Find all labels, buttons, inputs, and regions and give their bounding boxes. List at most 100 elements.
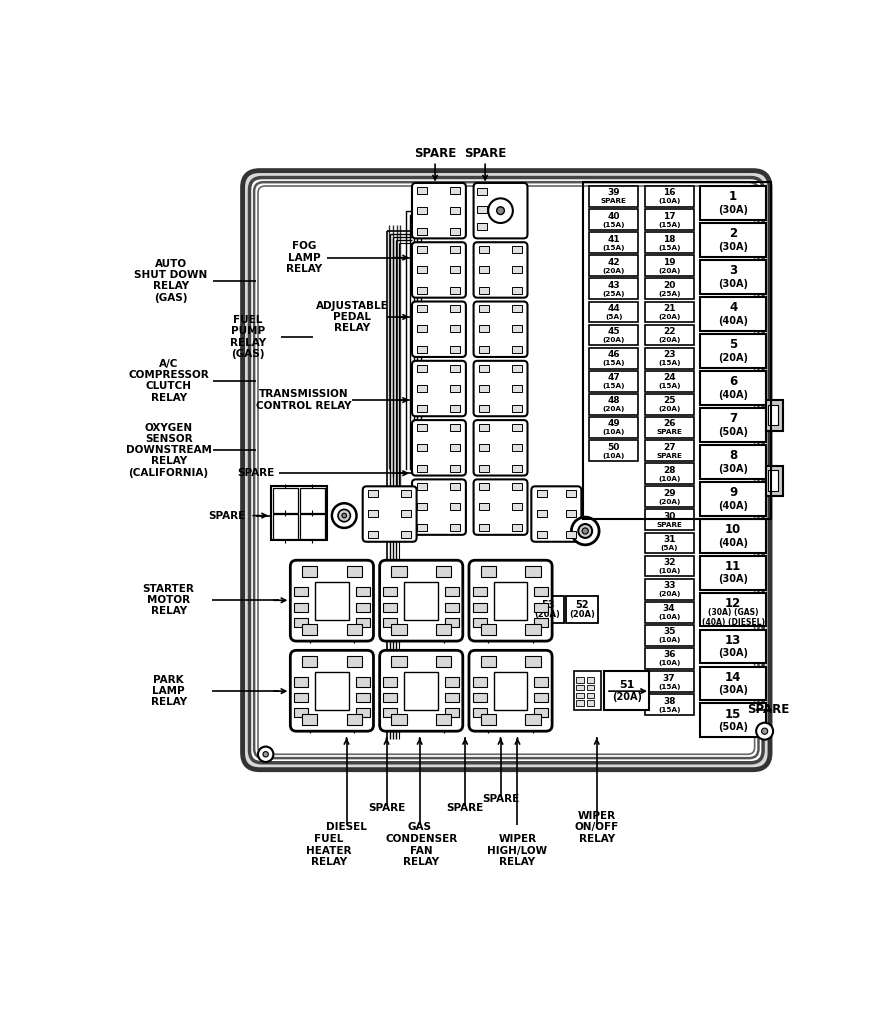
Bar (479, 424, 489, 431)
Bar (356, 692, 369, 701)
Bar (417, 406, 427, 413)
Bar (700, 630, 766, 664)
Bar (512, 444, 522, 451)
Bar (417, 424, 427, 431)
Circle shape (326, 684, 338, 696)
Text: 23: 23 (663, 350, 676, 359)
Bar (450, 305, 461, 312)
Bar (700, 556, 766, 590)
Bar (445, 587, 459, 596)
Text: FUEL
PUMP
RELAY
(GAS): FUEL PUMP RELAY (GAS) (230, 315, 266, 358)
Text: 14: 14 (725, 671, 741, 684)
Text: (15A): (15A) (658, 383, 680, 389)
Bar (479, 326, 489, 333)
Bar (512, 524, 522, 531)
FancyBboxPatch shape (412, 420, 466, 475)
Bar (436, 656, 451, 668)
Text: (15A): (15A) (602, 245, 625, 251)
Bar (700, 444, 766, 478)
Text: 31: 31 (663, 535, 676, 544)
Bar (472, 677, 487, 686)
Bar (450, 406, 461, 413)
Bar (512, 266, 522, 273)
Bar (589, 440, 638, 461)
Bar (645, 556, 694, 577)
FancyBboxPatch shape (469, 560, 552, 641)
Circle shape (504, 594, 517, 606)
Text: 52: 52 (575, 600, 589, 610)
Text: ADJUSTABLE
PEDAL
RELAY: ADJUSTABLE PEDAL RELAY (315, 301, 388, 333)
Bar (450, 365, 461, 372)
FancyBboxPatch shape (469, 650, 552, 731)
Circle shape (415, 684, 427, 696)
Text: (10A): (10A) (658, 660, 680, 667)
Text: 37: 37 (662, 674, 676, 683)
Text: A/C
COMPRESSOR
CLUTCH
RELAY: A/C COMPRESSOR CLUTCH RELAY (128, 359, 209, 402)
Bar (587, 685, 594, 690)
Bar (417, 524, 427, 531)
Text: SPARE: SPARE (464, 147, 506, 160)
Text: 42: 42 (607, 258, 620, 266)
Text: (50A): (50A) (718, 722, 748, 732)
Bar (346, 656, 362, 668)
Text: SPARE: SPARE (656, 453, 682, 459)
Bar (436, 625, 451, 635)
Text: 6: 6 (729, 375, 737, 388)
Text: 17: 17 (662, 212, 676, 220)
Bar (535, 602, 548, 611)
Bar (384, 677, 397, 686)
Bar (346, 566, 362, 578)
Text: 10: 10 (725, 523, 741, 536)
Text: GAS: GAS (408, 822, 432, 833)
Text: SPARE: SPARE (482, 794, 519, 804)
Text: SPARE: SPARE (601, 199, 627, 205)
Bar (294, 587, 308, 596)
Bar (512, 326, 522, 333)
Bar (450, 186, 461, 194)
Bar (512, 365, 522, 372)
Text: PARK
LAMP
RELAY: PARK LAMP RELAY (151, 675, 186, 708)
Bar (768, 404, 778, 426)
Text: (10A): (10A) (658, 475, 680, 481)
Bar (645, 301, 694, 323)
Bar (479, 524, 489, 531)
Bar (605, 671, 649, 710)
Bar (700, 371, 766, 404)
Text: 41: 41 (607, 234, 620, 244)
Bar (566, 490, 576, 497)
Bar (294, 618, 308, 628)
Bar (589, 255, 638, 276)
Text: AUTO
SHUT DOWN
RELAY
(GAS): AUTO SHUT DOWN RELAY (GAS) (134, 259, 208, 302)
Bar (645, 579, 694, 599)
Text: 1: 1 (729, 190, 737, 204)
Text: (40A): (40A) (718, 315, 748, 326)
Bar (477, 206, 487, 213)
Bar (535, 587, 548, 596)
Text: FOG
LAMP
RELAY: FOG LAMP RELAY (286, 242, 322, 273)
Bar (315, 582, 349, 620)
Bar (512, 346, 522, 353)
Bar (583, 182, 771, 519)
Circle shape (571, 517, 599, 545)
Bar (645, 232, 694, 253)
Bar (445, 602, 459, 611)
Text: 45: 45 (607, 327, 620, 336)
Text: 5: 5 (729, 338, 737, 351)
Bar (417, 326, 427, 333)
Bar (536, 531, 547, 538)
Text: (30A): (30A) (718, 648, 748, 658)
Bar (576, 700, 583, 706)
Bar (384, 587, 397, 596)
Circle shape (762, 728, 768, 734)
Text: SPARE: SPARE (656, 522, 682, 527)
Bar (417, 186, 427, 194)
Bar (645, 463, 694, 484)
Bar (645, 348, 694, 369)
Bar (525, 566, 541, 578)
Text: 11: 11 (725, 560, 741, 572)
Text: WIPER
HIGH/LOW
RELAY: WIPER HIGH/LOW RELAY (488, 835, 548, 866)
Bar (273, 514, 298, 539)
Text: 36: 36 (663, 650, 676, 659)
Bar (525, 656, 541, 668)
Bar (479, 465, 489, 472)
